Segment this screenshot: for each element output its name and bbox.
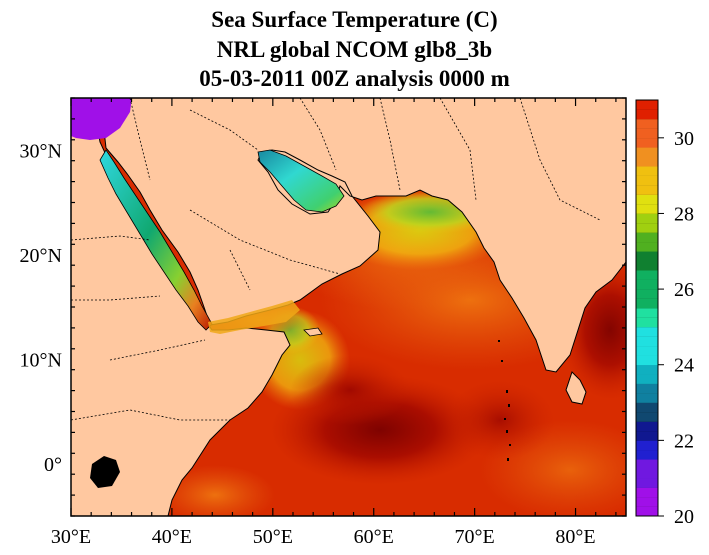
map-title: Sea Surface Temperature (C) [211,7,498,32]
lon-label: 30°E [51,526,91,548]
colorbar-label: 22 [674,430,694,452]
lat-label: 10°N [20,349,62,371]
lat-label: 0° [44,454,62,476]
colorbar [636,99,658,517]
map-tick-marks [70,97,626,517]
red-sea [99,149,213,331]
colorbar-labels: 20 22 24 26 28 30 [658,128,694,528]
colorbar-label: 28 [674,203,694,225]
lon-label: 40°E [152,526,192,548]
colorbar-label: 26 [674,279,694,301]
lat-label: 20°N [20,245,62,267]
lon-label: 50°E [253,526,293,548]
colorbar-label: 20 [674,506,694,528]
colorbar-label: 30 [674,128,694,150]
lon-label: 80°E [555,526,595,548]
longitude-labels: 30°E 40°E 50°E 60°E 70°E 80°E [51,526,596,548]
lon-label: 60°E [354,526,394,548]
colorbar-label: 24 [674,355,694,377]
lake-victoria [90,456,120,488]
map-panel [71,98,626,516]
latitude-labels: 30°N 20°N 10°N 0° [20,140,62,476]
lon-label: 70°E [455,526,495,548]
analysis-time: 05-03-2011 00Z analysis 0000 m [199,66,510,91]
mediterranean [71,98,132,140]
sri-lanka [565,371,587,405]
colorbar-frame [635,99,659,517]
asia-landmass [103,98,626,373]
persian-gulf [257,149,345,213]
lat-label: 30°N [20,140,62,162]
model-name: NRL global NCOM glb8_3b [216,37,493,62]
